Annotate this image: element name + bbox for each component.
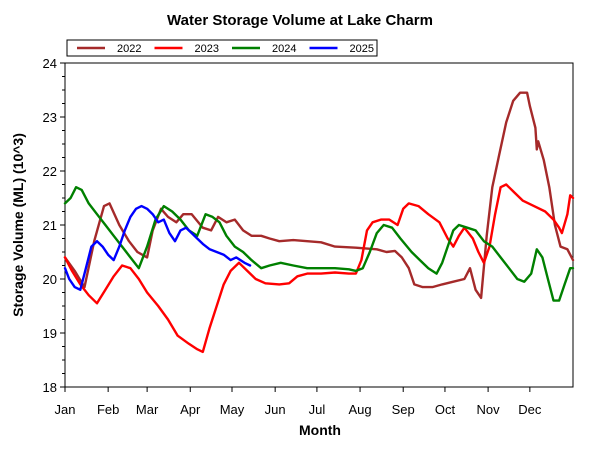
series-line-2024 <box>63 186 575 302</box>
x-tick-label-jan: Jan <box>55 402 76 417</box>
series-line-2025 <box>63 204 252 291</box>
x-tick-label-may: May <box>220 402 245 417</box>
y-tick-label-24: 24 <box>43 56 57 71</box>
x-tick-label-feb: Feb <box>97 402 119 417</box>
x-tick-label-aug: Aug <box>348 402 371 417</box>
x-tick-label-jun: Jun <box>265 402 286 417</box>
y-tick-label-18: 18 <box>43 380 57 395</box>
y-tick-label-19: 19 <box>43 326 57 341</box>
axes: 18 19 20 21 22 23 24 Jan Feb Mar Apr May Jun Jul Aug Se… <box>43 56 574 417</box>
y-axis-label: Storage Volume (ML) (10^3) <box>10 133 26 317</box>
x-axis-label: Month <box>299 422 341 438</box>
x-tick-label-mar: Mar <box>136 402 159 417</box>
series-line-2023 <box>63 183 575 354</box>
x-tick-label-nov: Nov <box>477 402 501 417</box>
legend-label-2025: 2025 <box>350 43 374 55</box>
y-tick-label-21: 21 <box>43 218 57 233</box>
x-tick-label-jul: Jul <box>309 402 326 417</box>
legend: 2022 2023 2024 2025 <box>66 39 378 57</box>
y-tick-label-23: 23 <box>43 110 57 125</box>
x-tick-label-oct: Oct <box>435 402 456 417</box>
legend-label-2022: 2022 <box>117 43 141 55</box>
x-tick-label-apr: Apr <box>180 402 201 417</box>
y-tick-label-20: 20 <box>43 272 57 287</box>
x-tick-label-dec: Dec <box>518 402 542 417</box>
plot-frame <box>64 62 574 388</box>
legend-label-2024: 2024 <box>272 43 296 55</box>
chart-title: Water Storage Volume at Lake Charm <box>167 12 433 29</box>
series-lines <box>63 91 575 354</box>
x-tick-label-sep: Sep <box>392 402 415 417</box>
legend-box <box>66 39 378 57</box>
legend-label-2023: 2023 <box>195 43 219 55</box>
y-tick-label-22: 22 <box>43 164 57 179</box>
